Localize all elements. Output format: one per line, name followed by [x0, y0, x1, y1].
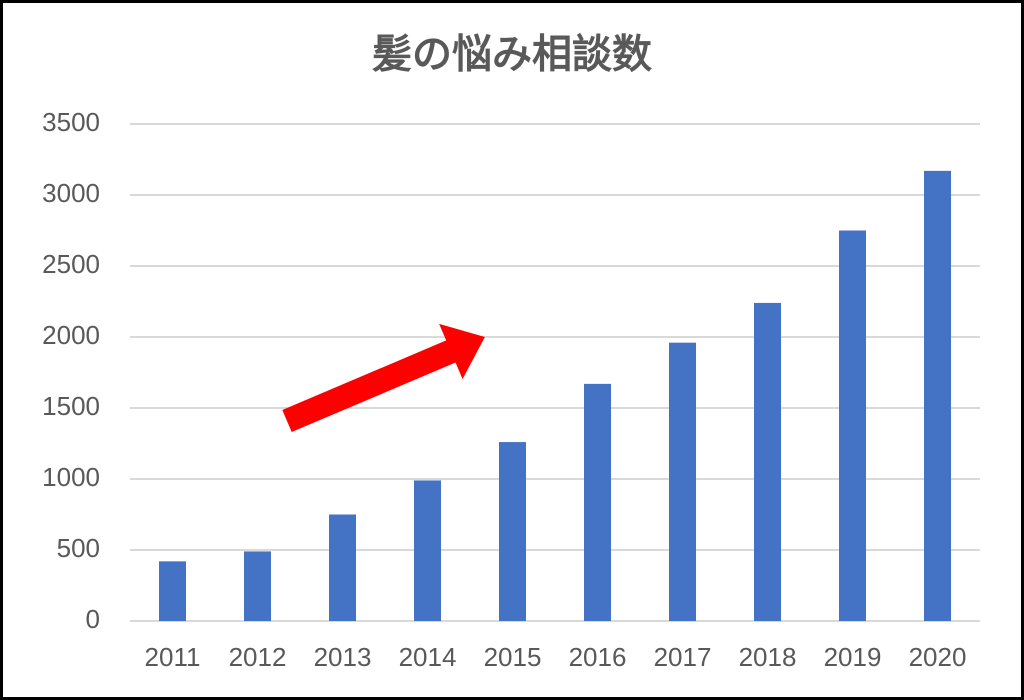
x-tick-label: 2016: [569, 642, 627, 672]
bar: [159, 561, 186, 621]
x-tick-label: 2019: [824, 642, 882, 672]
bar: [584, 383, 611, 621]
y-tick-label: 0: [86, 604, 100, 634]
chart-title: 髪の悩み相談数: [372, 33, 652, 77]
y-tick-label: 1000: [42, 462, 100, 492]
bar: [669, 342, 696, 621]
bar: [754, 302, 781, 621]
y-tick-label: 2000: [42, 320, 100, 350]
bar: [839, 230, 866, 621]
x-tick-label: 2015: [484, 642, 542, 672]
x-tick-label: 2017: [654, 642, 712, 672]
x-tick-label: 2013: [314, 642, 372, 672]
y-tick-label: 500: [57, 533, 100, 563]
x-tick-label: 2011: [145, 642, 201, 672]
y-tick-label: 3000: [42, 178, 100, 208]
bar: [499, 442, 526, 621]
plot-area: 0 500 1000 1500 2000 2500 3000 3500 2011 2012 2013…: [42, 107, 980, 672]
x-tick-label: 2020: [909, 642, 967, 672]
trend-arrow: [282, 323, 485, 433]
x-tick-label: 2018: [739, 642, 797, 672]
bar: [924, 170, 951, 622]
y-tick-label: 1500: [42, 391, 100, 421]
x-tick-label: 2012: [229, 642, 287, 672]
bar: [244, 551, 271, 621]
bar: [414, 480, 441, 621]
y-tick-label: 2500: [42, 249, 100, 279]
x-tick-label: 2014: [399, 642, 457, 672]
y-tick-label: 3500: [42, 107, 100, 137]
bar: [329, 514, 356, 621]
